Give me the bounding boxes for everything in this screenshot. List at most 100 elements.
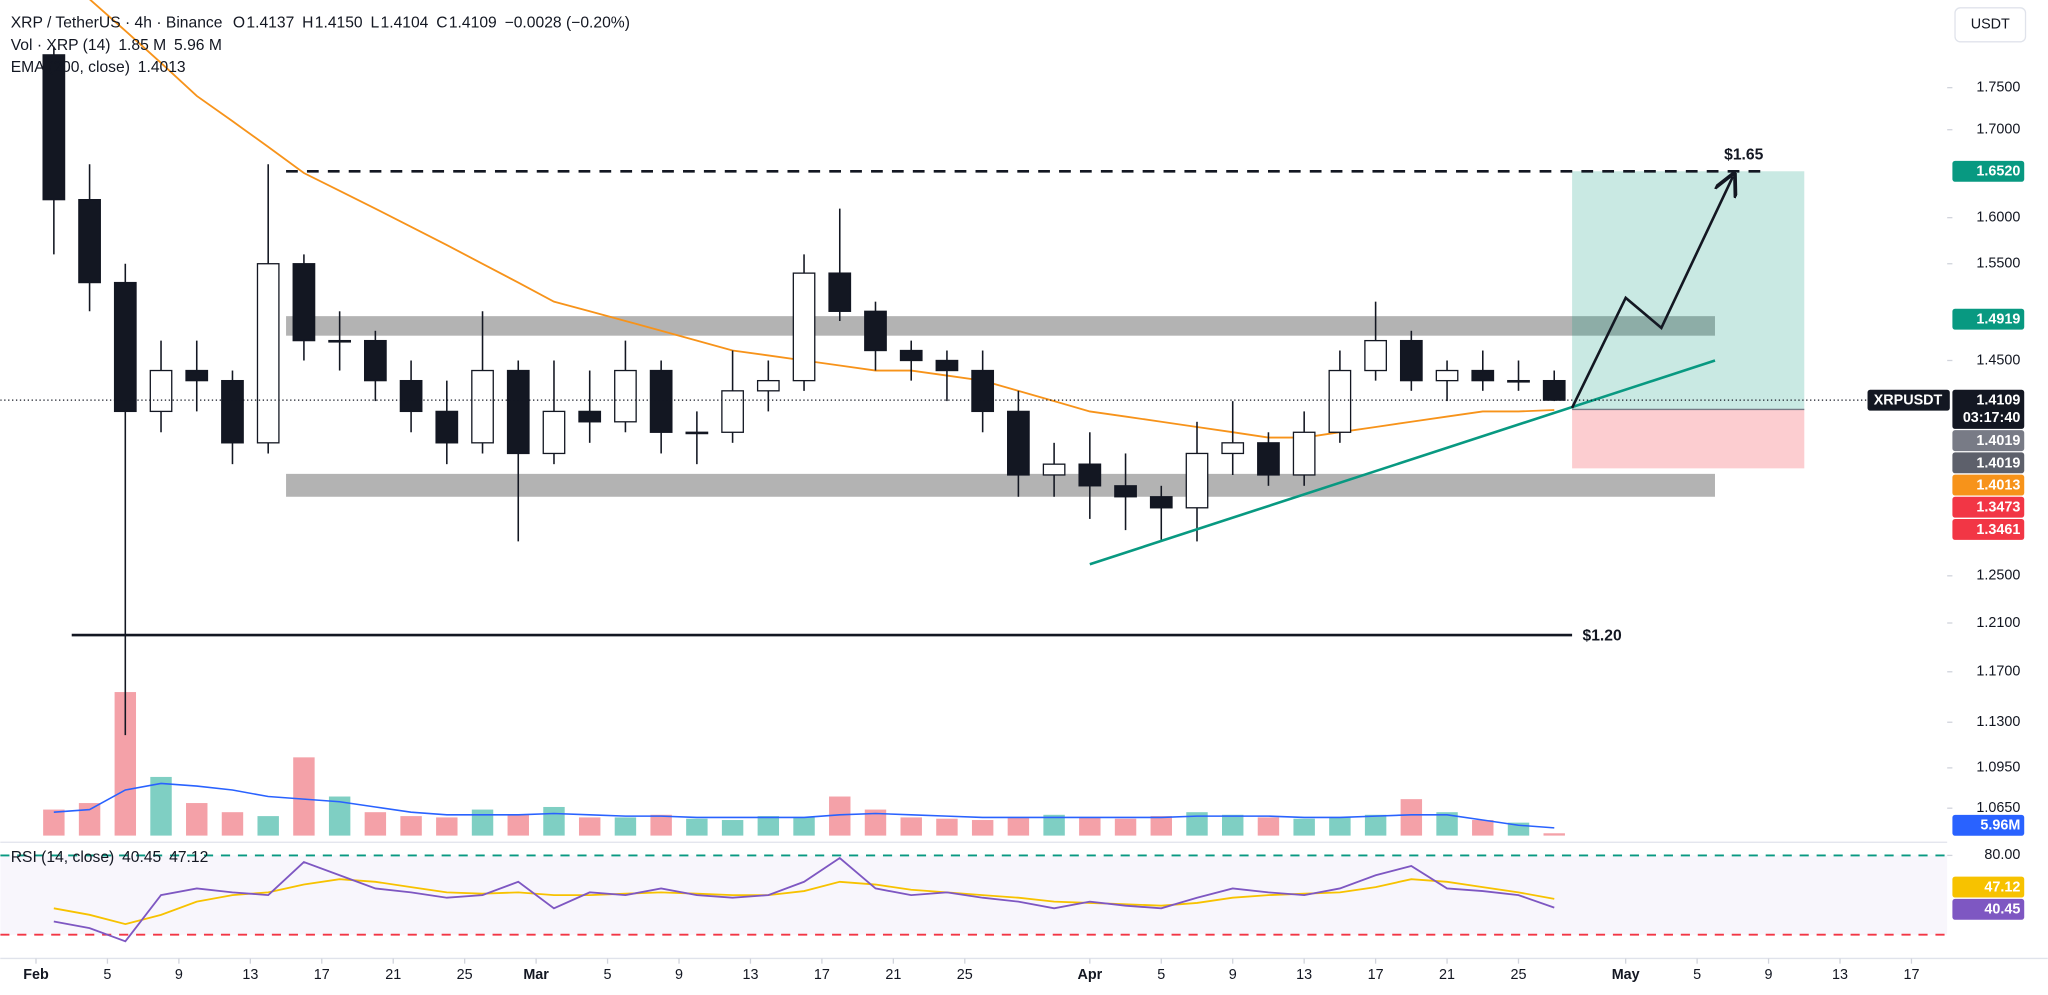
x-tick-label: 25 (1511, 967, 1527, 983)
volume-tag (1952, 814, 2025, 836)
x-tick-label: 5 (103, 967, 111, 983)
legend-text: 40.45 (122, 849, 161, 866)
volume-bar (829, 796, 851, 836)
symbol-tag (1867, 389, 1950, 411)
x-tick-label: 21 (1439, 967, 1455, 983)
volume-bar (971, 820, 994, 836)
volume-bar (650, 814, 672, 836)
x-tick-label: 13 (1832, 967, 1848, 983)
stop-zone (1572, 409, 1805, 469)
volume-bar (471, 809, 494, 836)
candle-body (113, 281, 137, 413)
legend-text: C (436, 15, 447, 32)
currency[interactable]: USDT (1971, 17, 2010, 33)
candle-body (1399, 339, 1423, 382)
volume-bar (150, 776, 172, 836)
last-price-tag (1952, 389, 2025, 429)
x-tick-label: Feb (23, 967, 49, 983)
volume-bar (1150, 816, 1172, 836)
volume-bar (614, 817, 637, 836)
price-tag-label: 1.3473 (1976, 500, 2020, 516)
last-price-label: 1.4109 (1976, 393, 2020, 409)
price-tag-label: 1.3461 (1976, 522, 2020, 538)
price-tag-label: 1.4013 (1976, 477, 2020, 493)
legend-text: 5.96 M (174, 37, 222, 54)
volume-bar (436, 817, 458, 836)
x-tick-label: 13 (1296, 967, 1312, 983)
candle-body (1471, 369, 1495, 382)
rsi-line (53, 856, 1555, 943)
candle-body (1435, 369, 1459, 382)
x-tick-label: 25 (957, 967, 973, 983)
candle-body (363, 339, 387, 382)
price-tag (1952, 160, 2025, 182)
price-tag (1952, 430, 2025, 452)
countdown: 03:17:40 (1963, 410, 2020, 426)
volume-bar (936, 818, 958, 836)
candle-body (1257, 442, 1280, 476)
candle-body (935, 359, 959, 372)
volume-bar (1007, 817, 1030, 836)
target-zone (1572, 171, 1805, 410)
volume-bar (900, 817, 922, 836)
volume-bar (1222, 814, 1244, 836)
volume-bar (114, 692, 137, 836)
x-tick-label: 17 (314, 967, 330, 983)
candle-body (221, 379, 244, 444)
volume-bar (1364, 814, 1387, 836)
volume-bar (1257, 817, 1280, 836)
legend-text: −0.0028 (−0.20%) (505, 15, 630, 32)
level-label: $1.20 (1583, 627, 1622, 644)
volume-bar (757, 816, 780, 836)
volume-bar (328, 796, 351, 836)
legend-text: Vol · XRP (14) (11, 37, 111, 54)
projection-arrow (1570, 177, 1733, 409)
price-tag (1952, 474, 2025, 496)
y-tick-label: 1.2100 (1976, 615, 2020, 631)
candle-body (1364, 339, 1387, 372)
y-tick-label: 1.4500 (1976, 352, 2020, 368)
volume-bar (293, 757, 315, 836)
candle-body (578, 410, 602, 423)
volume-bar (1436, 812, 1458, 836)
candle-body (1078, 463, 1102, 487)
x-tick-label: 21 (885, 967, 901, 983)
currency-box[interactable] (1954, 7, 2027, 43)
volume-bar (507, 814, 529, 836)
x-tick-label: Mar (523, 967, 549, 983)
x-tick-label: Apr (1077, 967, 1102, 983)
candle-body (1007, 410, 1030, 476)
volume-bar (864, 809, 887, 836)
candle-body (256, 263, 280, 444)
x-tick-label: 17 (1368, 967, 1384, 983)
candle-body (828, 272, 852, 312)
rsi-ma-line (53, 878, 1555, 926)
rsi-tick-label: 80.00 (1984, 847, 2020, 863)
volume-bar (1043, 814, 1065, 836)
candle-body (1221, 442, 1245, 455)
candle-body (1114, 485, 1137, 498)
y-tick-label: 1.0950 (1976, 760, 2020, 776)
x-tick-label: 5 (604, 967, 612, 983)
legend-text: XRP / TetherUS · 4h · Binance (11, 15, 223, 32)
axes: 1.7500 1.7000 1.6000 1.5500 1.4500 1.2500 1.21… (23, 79, 2025, 983)
volume-tag-label: 5.96M (1980, 818, 2020, 834)
candle-body (399, 379, 423, 413)
trendline (1089, 359, 1716, 566)
legend-text: 1.85 M (118, 37, 166, 54)
x-tick-label: 5 (1157, 967, 1165, 983)
volume-bar (1543, 833, 1565, 836)
x-tick-label: 25 (457, 967, 473, 983)
candle-body (78, 198, 101, 284)
x-tick-label: 13 (242, 967, 258, 983)
volume-bar (78, 803, 101, 836)
volume-bar (186, 803, 208, 836)
legend: XRP / TetherUS · 4h · Binance O 1.4137 H 1.4… (11, 15, 630, 866)
volume-bar (1186, 812, 1208, 836)
x-tick-label: 9 (175, 967, 183, 983)
candle-body (756, 379, 780, 392)
candle-body (471, 369, 494, 444)
